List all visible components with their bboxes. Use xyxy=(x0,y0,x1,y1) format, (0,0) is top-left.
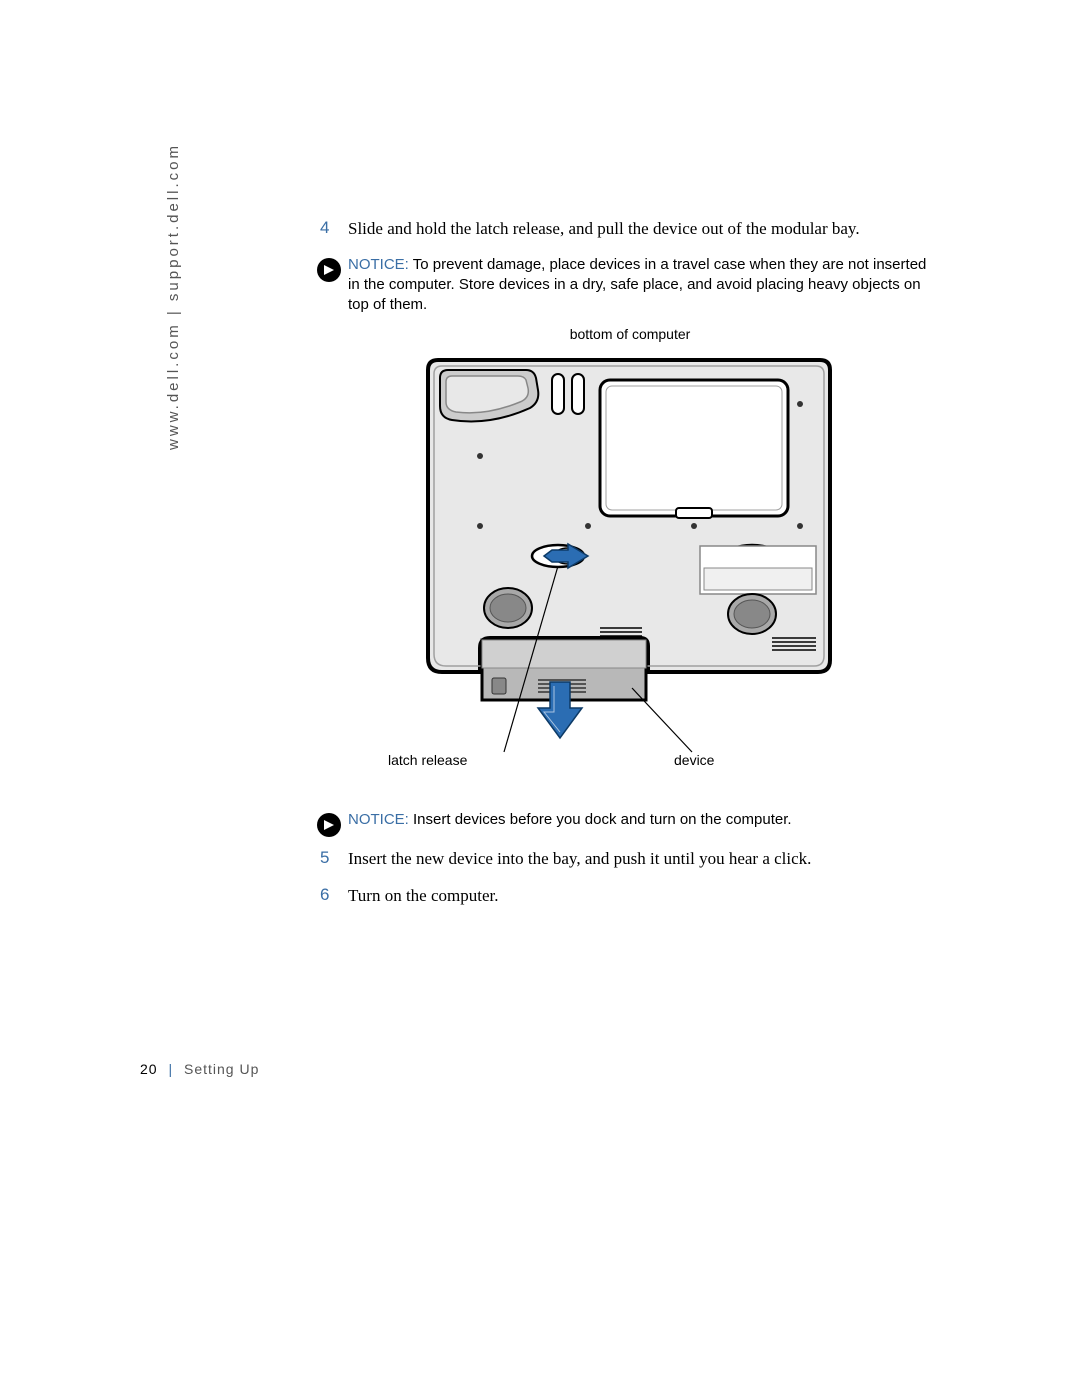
notice-body: Insert devices before you dock and turn … xyxy=(409,811,792,828)
notice-label: NOTICE: xyxy=(348,811,409,828)
diagram-label-latch: latch release xyxy=(388,752,467,768)
footer-section: Setting Up xyxy=(184,1061,259,1077)
notice-label: NOTICE: xyxy=(348,256,409,273)
notice-body: To prevent damage, place devices in a tr… xyxy=(348,256,926,314)
step-text: Turn on the computer. xyxy=(348,885,498,908)
diagram-caption-top: bottom of computer xyxy=(570,326,691,342)
notice-text: NOTICE: Insert devices before you dock a… xyxy=(348,810,792,838)
sidebar-url: www.dell.com | support.dell.com xyxy=(165,143,182,450)
page-footer: 20 | Setting Up xyxy=(140,1061,259,1077)
footer-page-number: 20 xyxy=(140,1061,158,1077)
laptop-bottom-illustration xyxy=(420,348,840,768)
step-4: 4 Slide and hold the latch release, and … xyxy=(320,218,940,241)
notice-icon xyxy=(316,812,342,838)
step-number: 6 xyxy=(320,885,348,908)
diagram: bottom of computer xyxy=(370,326,890,786)
step-6: 6 Turn on the computer. xyxy=(320,885,940,908)
step-5: 5 Insert the new device into the bay, an… xyxy=(320,848,940,871)
notice-1: NOTICE: To prevent damage, place devices… xyxy=(316,255,940,316)
step-text: Insert the new device into the bay, and … xyxy=(348,848,811,871)
step-number: 4 xyxy=(320,218,348,241)
main-content: 4 Slide and hold the latch release, and … xyxy=(320,218,940,922)
footer-separator: | xyxy=(168,1061,173,1077)
notice-2: NOTICE: Insert devices before you dock a… xyxy=(316,810,940,838)
notice-icon xyxy=(316,257,342,283)
step-number: 5 xyxy=(320,848,348,871)
diagram-label-device: device xyxy=(674,752,714,768)
notice-text: NOTICE: To prevent damage, place devices… xyxy=(348,255,940,316)
step-text: Slide and hold the latch release, and pu… xyxy=(348,218,860,241)
